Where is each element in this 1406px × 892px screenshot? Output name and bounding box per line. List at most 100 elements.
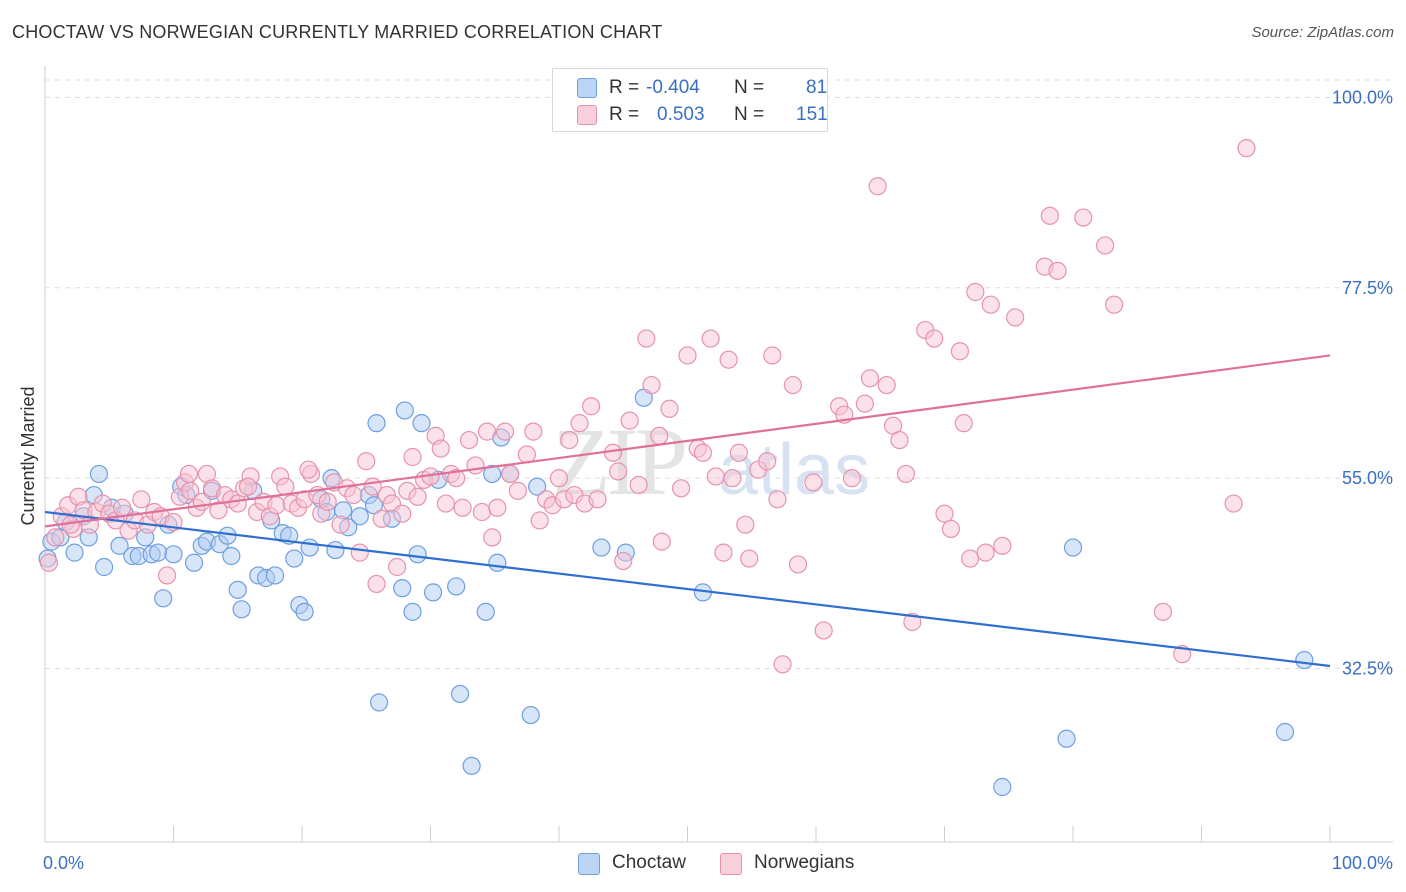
legend-n-label: N =	[734, 77, 765, 98]
choctaw-point	[164, 545, 183, 564]
choctaw-point	[154, 589, 173, 608]
norwegian-point	[570, 414, 589, 433]
norwegian-point	[706, 467, 725, 486]
norwegian-point	[693, 443, 713, 462]
choctaw-point	[1063, 538, 1083, 557]
choctaw-point	[993, 777, 1012, 797]
y-tick-label: 100.0%	[1332, 87, 1393, 107]
norwegian-point	[723, 469, 742, 488]
choctaw-point	[462, 756, 481, 775]
norwegian-point	[209, 501, 228, 520]
y-tick-label: 55.0%	[1342, 468, 1393, 488]
choctaw-point	[393, 579, 412, 598]
norwegian-point	[472, 502, 491, 522]
norwegian-point	[804, 473, 823, 492]
norwegian-point	[935, 504, 954, 523]
norwegian-point	[367, 574, 386, 594]
legend-r-value: 0.503	[657, 104, 705, 125]
norwegian-point	[318, 492, 337, 511]
correlation-legend: R = -0.404 N = 81 R = 0.503 N = 151	[552, 68, 828, 132]
chart-title: CHOCTAW VS NORWEGIAN CURRENTLY MARRIED C…	[12, 22, 663, 42]
norwegian-point	[228, 494, 247, 513]
choctaw-point	[300, 538, 319, 557]
norwegian-point	[763, 346, 782, 365]
choctaw-point	[364, 496, 384, 515]
norwegian-point	[436, 494, 456, 513]
norwegian-point	[466, 456, 485, 475]
series-norwegian-points	[39, 139, 1256, 674]
norwegian-point	[773, 655, 792, 674]
legend-n-value: 81	[806, 77, 828, 98]
choctaw-point	[222, 546, 241, 566]
norwegian-point	[46, 528, 65, 547]
norwegian-point	[950, 342, 970, 361]
choctaw-point	[148, 543, 168, 562]
trend-lines	[44, 354, 1331, 668]
norwegian-point	[736, 515, 755, 534]
choctaw-point	[110, 536, 129, 555]
y-tick-label: 32.5%	[1342, 659, 1393, 679]
norwegian-point	[112, 498, 132, 517]
choctaw-point	[528, 477, 547, 496]
norwegian-point	[488, 498, 507, 517]
norwegian-point	[890, 430, 909, 450]
choctaw-point	[592, 538, 611, 557]
bottom-legend-swatch-norwegians	[720, 853, 742, 875]
norwegian-point	[483, 528, 502, 547]
norwegian-point	[508, 481, 527, 500]
norwegian-point	[403, 447, 422, 467]
tick-labels: 32.5% 55.0% 77.5% 100.0% 0.0% 100.0%	[43, 87, 1393, 873]
norwegian-point	[877, 375, 896, 395]
norwegian-point	[783, 375, 802, 395]
norwegian-point	[495, 422, 515, 441]
norwegian-point	[1006, 308, 1025, 327]
norwegian-point	[132, 490, 151, 509]
norwegian-point	[896, 464, 916, 484]
norwegian-point	[768, 490, 787, 509]
x-tick-label-start: 0.0%	[43, 853, 84, 873]
norwegian-point	[350, 543, 369, 562]
choctaw-point	[403, 602, 422, 621]
norwegian-point	[652, 532, 671, 551]
norwegian-point	[842, 469, 862, 488]
axes	[44, 66, 1393, 843]
norwegian-point	[1048, 261, 1067, 280]
choctaw-point	[412, 414, 431, 433]
choctaw-point	[408, 545, 427, 564]
norwegian-point	[925, 329, 944, 348]
legend-n-value: 151	[796, 104, 828, 125]
norwegian-point	[660, 399, 679, 418]
norwegian-point	[629, 475, 648, 495]
norwegian-point	[758, 452, 777, 471]
norwegian-point	[729, 443, 749, 462]
norwegian-point	[408, 487, 427, 506]
y-axis-label: Currently Married	[18, 386, 38, 525]
norwegian-point	[637, 329, 656, 348]
bottom-legend-swatch-choctaw	[578, 853, 600, 875]
norwegian-point	[701, 329, 720, 348]
norwegian-point	[1040, 206, 1059, 225]
choctaw-point	[89, 464, 109, 484]
choctaw-point	[476, 602, 495, 621]
norwegian-point	[357, 452, 376, 471]
norwegian-point	[961, 549, 980, 568]
choctaw-point	[488, 553, 507, 572]
norwegian-point	[549, 469, 569, 488]
norwegian-point	[650, 426, 669, 445]
choctaw-point	[450, 684, 470, 704]
norwegian-point	[477, 422, 497, 441]
norwegian-point	[903, 612, 922, 632]
choctaw-point	[367, 414, 386, 433]
norwegian-point	[582, 397, 601, 416]
norwegian-point	[671, 479, 691, 498]
norwegian-point	[678, 346, 697, 365]
norwegian-point	[157, 566, 177, 585]
norwegian-point	[447, 469, 466, 488]
choctaw-point	[232, 600, 251, 619]
norwegian-point	[299, 460, 318, 479]
choctaw-point	[184, 553, 204, 572]
legend-n-label: N =	[734, 104, 765, 125]
norwegian-point	[860, 369, 880, 388]
norwegian-point	[1153, 602, 1173, 621]
